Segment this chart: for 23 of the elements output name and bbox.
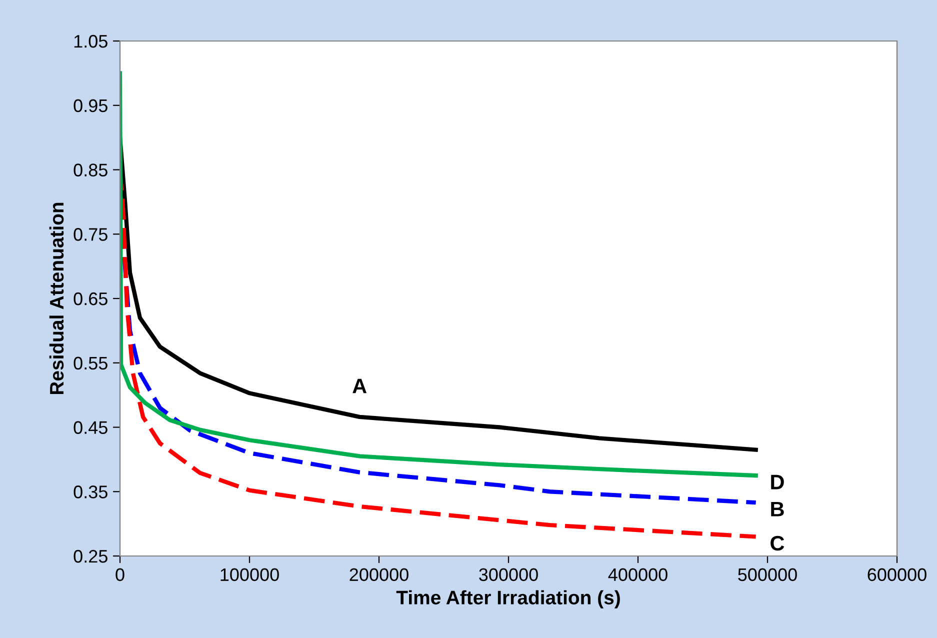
y-tick-label: 0.45 bbox=[74, 421, 108, 434]
x-tick-label: 300000 bbox=[479, 568, 538, 582]
y-tick-label: 0.65 bbox=[74, 292, 108, 306]
y-tick-label: 1.05 bbox=[74, 34, 108, 48]
x-tick-label: 400000 bbox=[608, 568, 668, 582]
x-tick-label: 500000 bbox=[738, 568, 797, 582]
y-tick-label: 0.35 bbox=[74, 486, 108, 498]
x-tick-label: 200000 bbox=[350, 568, 408, 582]
series-label: C bbox=[770, 536, 784, 551]
series-label: B bbox=[771, 502, 784, 516]
x-tick-label: 100000 bbox=[220, 568, 279, 582]
series-label: A bbox=[352, 378, 367, 394]
y-axis-title: Residual Attenuation bbox=[49, 202, 64, 394]
series-label: D bbox=[771, 474, 784, 490]
y-tick-label: 0.75 bbox=[74, 228, 108, 241]
y-tick-label: 0.95 bbox=[74, 99, 108, 112]
x-tick-label: 600000 bbox=[868, 568, 926, 582]
y-tick-label: 0.85 bbox=[74, 164, 108, 176]
y-tick-label: 0.25 bbox=[74, 550, 108, 563]
y-tick-label: 0.55 bbox=[74, 356, 108, 370]
x-axis-title: Time After Irradiation (s) bbox=[396, 590, 620, 608]
line-series bbox=[120, 71, 758, 478]
x-tick-label: 0 bbox=[116, 568, 124, 582]
